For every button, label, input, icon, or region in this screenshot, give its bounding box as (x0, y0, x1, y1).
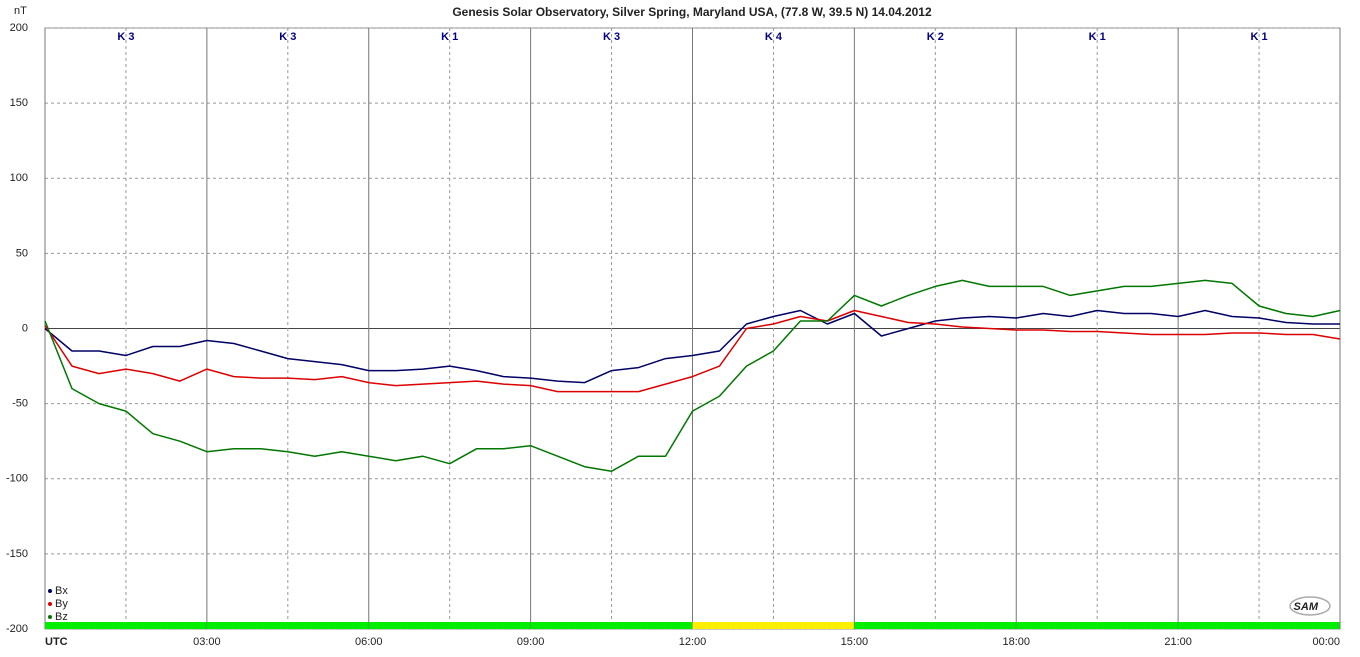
k-index-label: K 1 (1089, 31, 1106, 43)
x-tick-label: 00:00 (1312, 636, 1340, 648)
y-tick-label: -100 (6, 473, 28, 485)
k-index-bar (692, 622, 855, 629)
y-tick-label: -150 (6, 548, 28, 560)
k-index-bar (1016, 622, 1179, 629)
y-tick-label: 50 (16, 247, 28, 259)
k-index-label: K 1 (1251, 31, 1268, 43)
logo: SAM (1294, 601, 1319, 613)
logo-ring (1289, 596, 1331, 616)
legend-label: By (55, 598, 68, 610)
y-tick-label: -50 (12, 398, 28, 410)
k-index-bar (530, 622, 693, 629)
k-index-bar (368, 622, 531, 629)
legend-marker (48, 589, 52, 593)
legend-marker (48, 615, 52, 619)
x-tick-label: 15:00 (841, 636, 869, 648)
chart-title: Genesis Solar Observatory, Silver Spring… (452, 5, 932, 19)
k-index-label: K 1 (441, 31, 458, 43)
x-tick-label: 21:00 (1164, 636, 1192, 648)
series-line (44, 309, 1341, 393)
x-tick-label: 18:00 (1002, 636, 1030, 648)
legend-label: Bz (55, 611, 68, 623)
x-tick-label: 03:00 (193, 636, 221, 648)
series-line (44, 309, 1340, 384)
k-index-bar (854, 622, 1017, 629)
k-index-bar (206, 622, 369, 629)
legend-marker (48, 602, 52, 606)
k-index-label: K 2 (927, 31, 944, 43)
y-tick-label: 0 (22, 322, 28, 334)
x-tick-label: UTC (45, 636, 68, 648)
k-index-label: K 3 (603, 31, 620, 43)
series-line (44, 279, 1341, 472)
x-tick-label: 06:00 (355, 636, 383, 648)
y-tick-label: 200 (10, 22, 28, 34)
k-index-label: K 3 (279, 31, 296, 43)
k-index-bar (45, 622, 207, 629)
y-axis-label: nT (14, 5, 27, 17)
k-index-label: K 4 (765, 31, 783, 43)
y-tick-label: 150 (10, 97, 28, 109)
k-index-bar (1178, 622, 1340, 629)
k-index-label: K 3 (117, 31, 134, 43)
y-tick-label: -200 (6, 623, 28, 635)
x-tick-label: 12:00 (679, 636, 707, 648)
y-tick-label: 100 (10, 172, 28, 184)
x-tick-label: 09:00 (517, 636, 545, 648)
legend-label: Bx (55, 585, 68, 597)
